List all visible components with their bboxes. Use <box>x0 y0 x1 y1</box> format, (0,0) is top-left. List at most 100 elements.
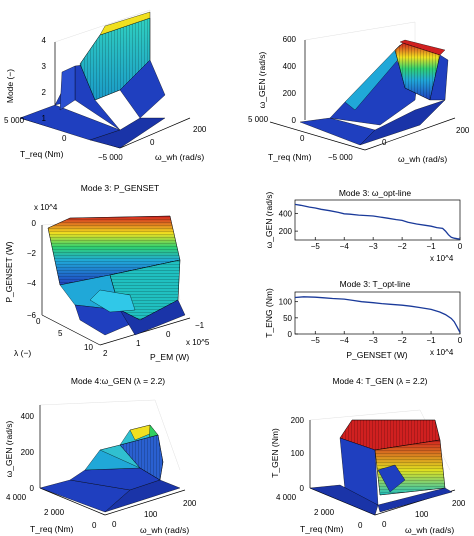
axis-box <box>39 399 186 516</box>
chart-t-opt-line: Mode 3: T_opt-line −5 −4 −3 −2 −1 0 0 50 100 T_E… <box>264 279 463 360</box>
chart-title: Mode 3: T_opt-line <box>340 279 411 289</box>
x-tick: 0 <box>92 521 97 530</box>
y-tick: −1 <box>195 321 205 330</box>
z-tick: 4 <box>42 36 47 45</box>
y-tick-label: 0 <box>288 330 293 339</box>
surface <box>47 215 186 336</box>
y-tick: 2 <box>103 349 108 358</box>
z-tick: 400 <box>283 62 297 71</box>
z-tick: 3 <box>42 62 47 71</box>
y-tick: 200 <box>452 499 466 508</box>
y-tick: 1 <box>136 339 141 348</box>
tick-labels: 1 2 3 4 5 000 0 −5 000 0 200 <box>4 36 207 162</box>
plot-frame <box>294 199 461 241</box>
x-tick: 0 <box>62 134 67 143</box>
x-tick: 0 <box>36 317 41 326</box>
x-tick-label: −3 <box>369 336 379 345</box>
z-tick: −4 <box>27 279 37 288</box>
x-tick-label: −2 <box>398 336 408 345</box>
surface <box>309 419 453 516</box>
z-tick: 2 <box>42 88 47 97</box>
z-tick: −2 <box>27 249 37 258</box>
y-tick: 0 <box>112 520 117 529</box>
x-tick: 4 000 <box>276 493 297 502</box>
tick-labels: 0 200 400 4 000 2 000 0 0 100 200 <box>6 412 197 530</box>
chart-mode4-t-gen: Mode 4: T_GEN (λ = 2.2) 0 100 200 4 000 … <box>270 376 466 535</box>
y-tick: 0 <box>166 330 171 339</box>
z-axis-label: T_GEN (Nm) <box>270 428 280 478</box>
y-tick-label: 100 <box>279 298 293 307</box>
chart-mode4-omega-gen: Mode 4:ω_GEN (λ = 2.2) 0 200 400 4 000 2 <box>4 376 197 535</box>
x-tick-label: −1 <box>426 336 436 345</box>
x-axis-label: λ (−) <box>14 348 31 358</box>
axis-box <box>269 21 456 151</box>
z-tick: 0 <box>300 484 305 493</box>
z-tick: 1 <box>42 114 47 123</box>
y-tick-label: 200 <box>279 227 293 236</box>
x-tick-label: −2 <box>398 242 408 251</box>
x-tick: 5 000 <box>248 115 269 124</box>
x-axis-label: P_GENSET (W) <box>346 350 407 360</box>
x-tick-label: 0 <box>458 242 463 251</box>
chart-omega-gen-surface: 0 200 400 600 5 000 0 −5 000 0 200 ω_GEN… <box>248 21 470 164</box>
z-tick: 0 <box>292 116 297 125</box>
x-axis-label: T_req (Nm) <box>268 152 312 162</box>
tick-labels: −6 −4 −2 0 10 5 0 2 1 0 −1 <box>27 219 205 358</box>
plot-frame <box>294 291 461 335</box>
y-tick: 0 <box>382 520 387 529</box>
x-exponent: x 10^4 <box>430 254 454 263</box>
z-axis-label: ω_GEN (rad/s) <box>4 420 14 477</box>
x-tick: −5 000 <box>328 153 353 162</box>
x-tick-label: −5 <box>311 242 321 251</box>
y-tick-label: 400 <box>279 209 293 218</box>
series-line <box>294 296 461 333</box>
surface <box>39 424 181 513</box>
y-axis-label: ω_wh (rad/s) <box>405 525 454 535</box>
z-tick: 200 <box>283 89 297 98</box>
x-tick: −5 000 <box>98 153 123 162</box>
y-tick: 0 <box>150 138 155 147</box>
y-axis-label: ω_wh (rad/s) <box>155 152 204 162</box>
y-tick: 200 <box>183 499 197 508</box>
chart-pgenset-surface: Mode 3: P_GENSET x 10^4 −6 −4 −2 0 10 <box>4 183 210 362</box>
y-axis-label: ω_wh (rad/s) <box>140 525 189 535</box>
surface <box>19 11 166 149</box>
x-tick: 0 <box>300 134 305 143</box>
x-tick: 2 000 <box>44 508 65 517</box>
tick-labels: 0 200 400 600 5 000 0 −5 000 0 200 <box>248 35 470 162</box>
y-axis-label: ω_wh (rad/s) <box>398 154 447 164</box>
x-tick-label: −5 <box>311 336 321 345</box>
z-tick: 0 <box>30 484 35 493</box>
x-tick: 0 <box>358 521 363 530</box>
y-tick: 200 <box>456 126 470 135</box>
x-axis-label: T_req (Nm) <box>30 524 74 534</box>
chart-title: Mode 4: T_GEN (λ = 2.2) <box>332 376 427 386</box>
x-tick-label: −4 <box>340 242 350 251</box>
z-tick: 100 <box>291 449 305 458</box>
z-axis-label: Mode (−) <box>5 69 15 103</box>
y-axis-label: T_ENG (Nm) <box>264 288 274 338</box>
z-tick: −6 <box>27 311 37 320</box>
chart-omega-opt-line: Mode 3: ω_opt-line −5 −4 −3 −2 −1 0 200 400 ω_G… <box>264 188 463 263</box>
x-tick: 2 000 <box>314 508 335 517</box>
chart-title: Mode 3: ω_opt-line <box>339 188 412 198</box>
z-tick: 200 <box>21 448 35 457</box>
x-tick: 5 <box>58 329 63 338</box>
z-axis-label: P_GENSET (W) <box>4 241 14 302</box>
series-line <box>294 203 461 240</box>
z-tick: 0 <box>32 219 37 228</box>
x-exponent: x 10^4 <box>430 348 454 357</box>
y-tick: 0 <box>382 138 387 147</box>
chart-mode-surface: 1 2 3 4 5 000 0 −5 000 0 200 Mode (−) T_… <box>4 9 207 162</box>
x-tick-label: −1 <box>426 242 436 251</box>
y-tick: 100 <box>144 510 158 519</box>
y-tick-label: 50 <box>283 314 292 323</box>
y-axis-label: ω_GEN (rad/s) <box>264 191 274 248</box>
x-tick-label: −4 <box>340 336 350 345</box>
x-tick: 4 000 <box>6 493 27 502</box>
x-tick: 10 <box>84 343 93 352</box>
y-tick: 200 <box>193 125 207 134</box>
surface <box>299 39 449 146</box>
z-tick: 400 <box>21 412 35 421</box>
